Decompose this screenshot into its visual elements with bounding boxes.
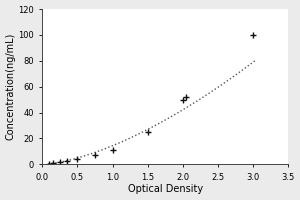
X-axis label: Optical Density: Optical Density xyxy=(128,184,203,194)
Y-axis label: Concentration(ng/mL): Concentration(ng/mL) xyxy=(6,33,16,140)
